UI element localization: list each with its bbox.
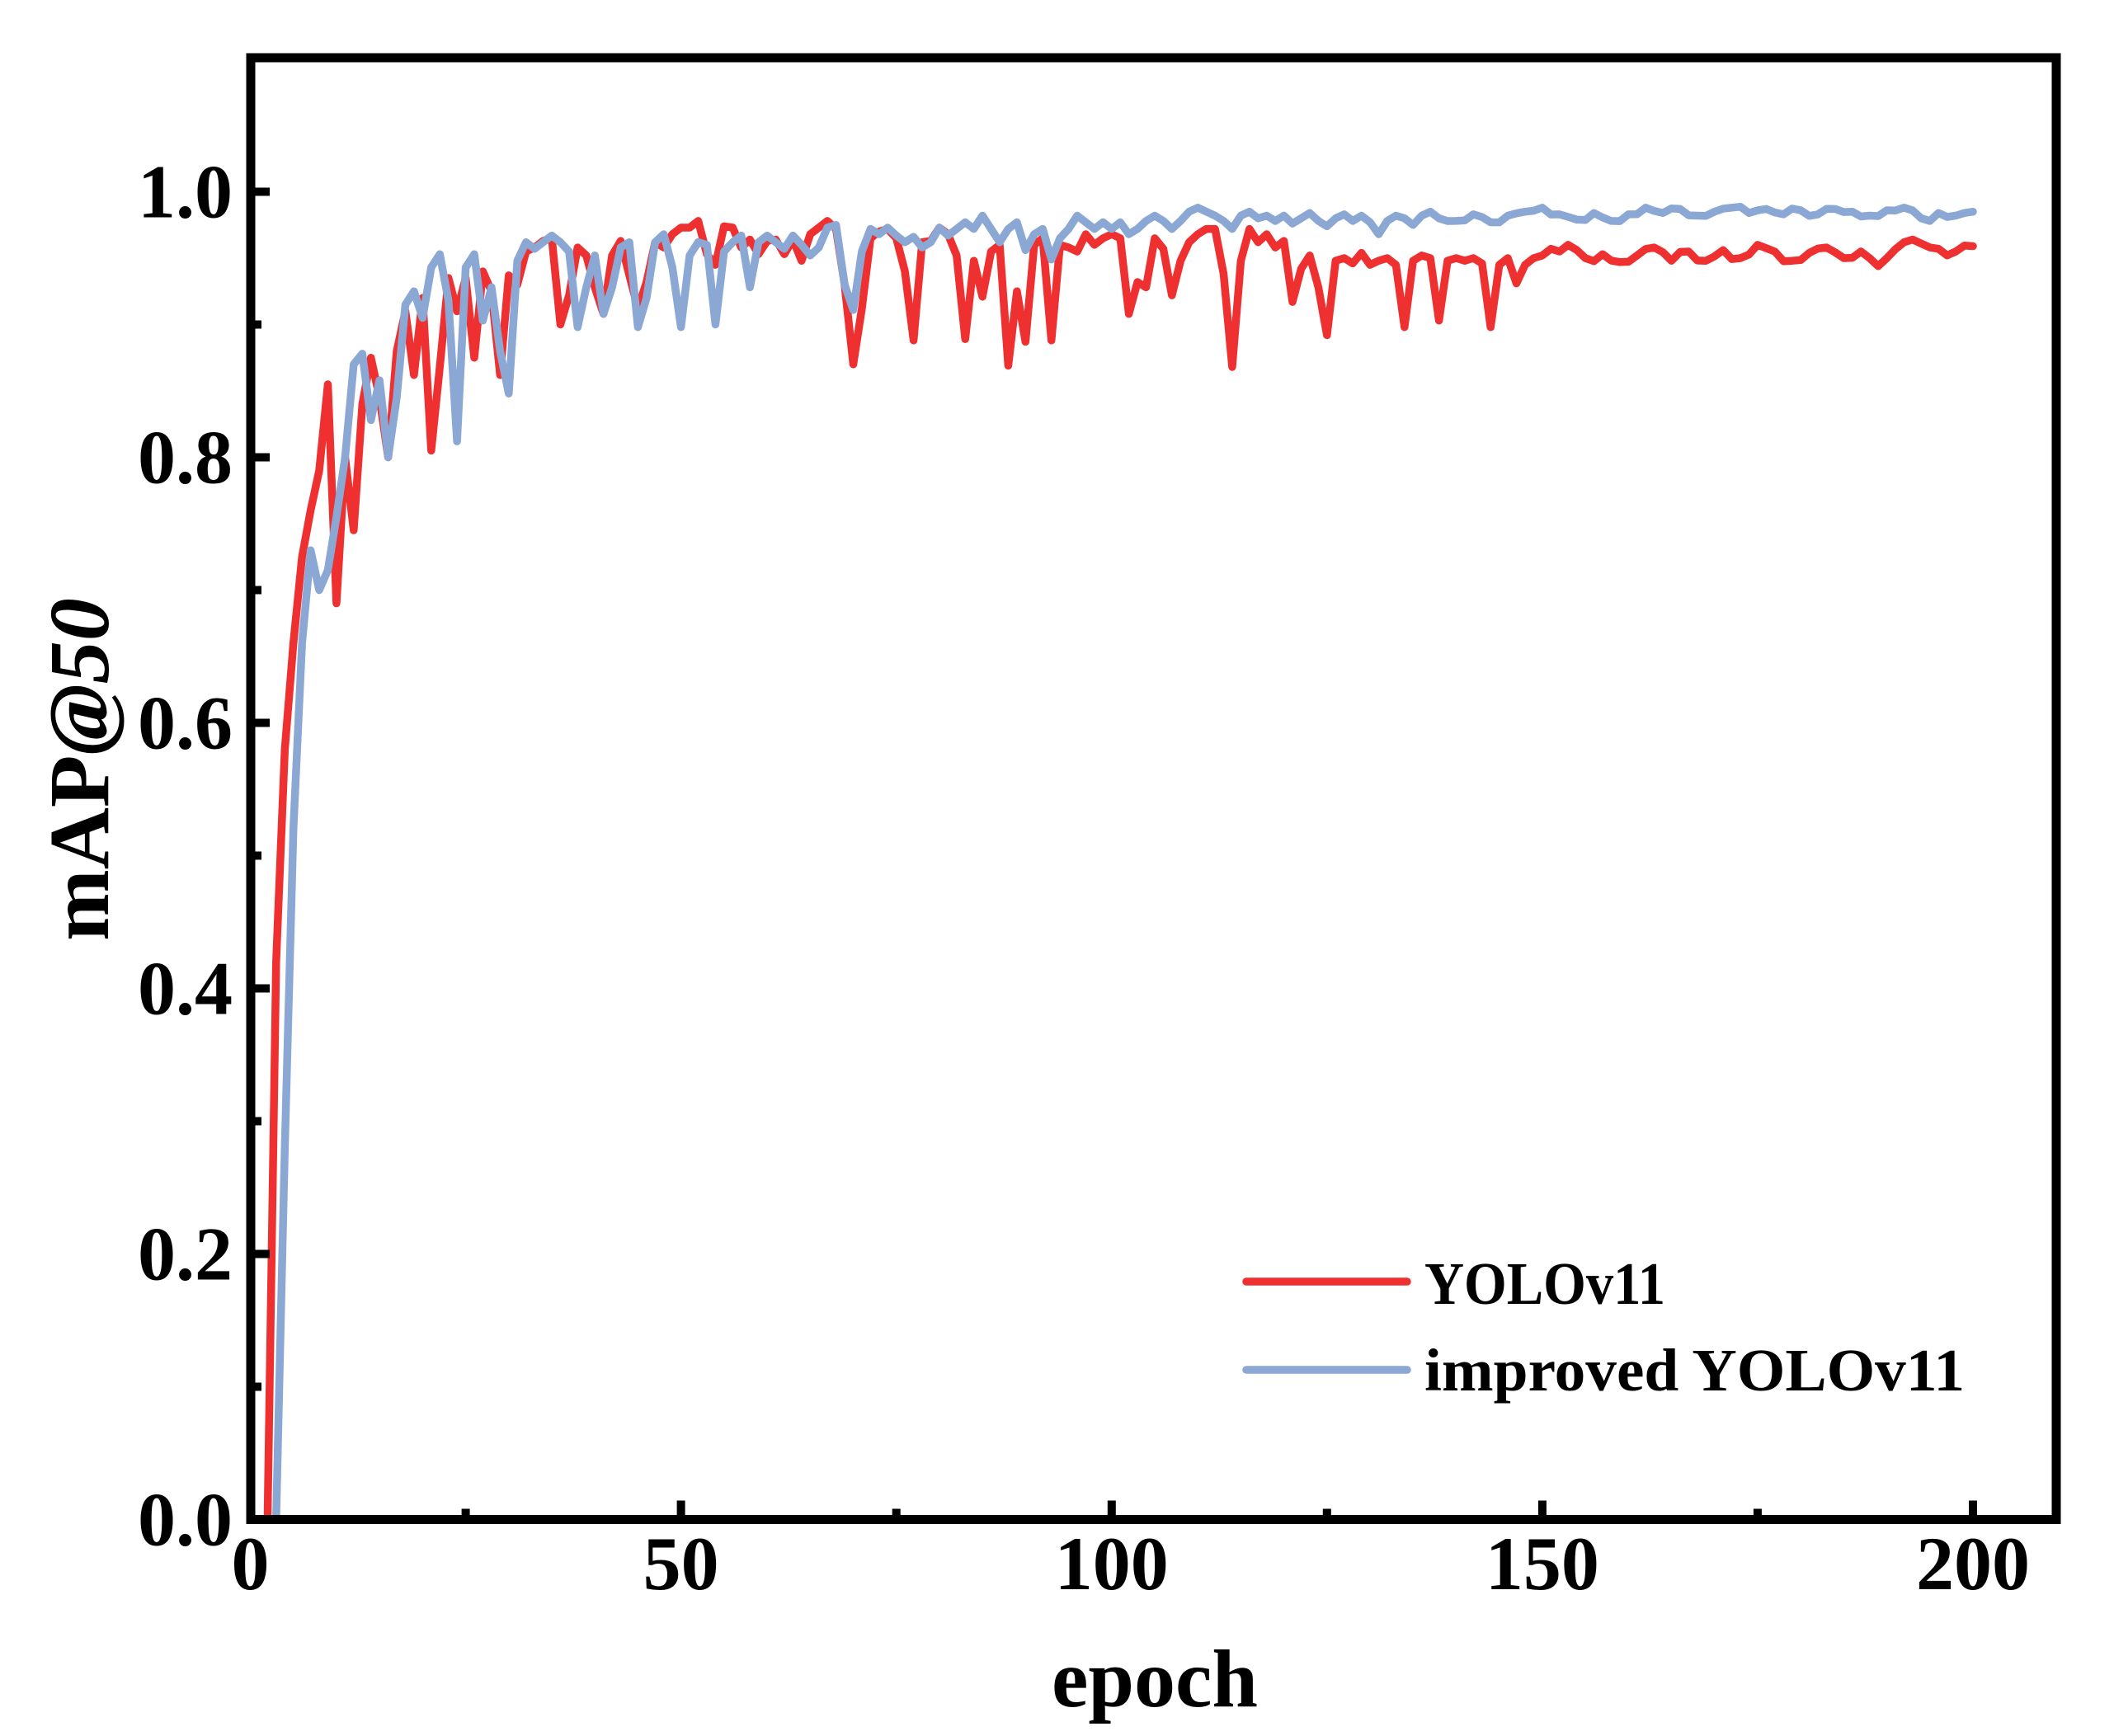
svg-text:150: 150 <box>1485 1522 1599 1606</box>
svg-text:0.4: 0.4 <box>138 947 233 1031</box>
svg-text:mAP@50: mAP@50 <box>32 598 127 941</box>
svg-text:0.8: 0.8 <box>138 416 233 500</box>
svg-text:50: 50 <box>643 1522 719 1606</box>
svg-text:0.0: 0.0 <box>138 1478 233 1562</box>
svg-text:0.6: 0.6 <box>138 681 233 765</box>
svg-text:200: 200 <box>1916 1522 2030 1606</box>
svg-text:improved YOLOv11: improved YOLOv11 <box>1424 1337 1965 1404</box>
svg-text:0: 0 <box>232 1522 270 1606</box>
svg-text:100: 100 <box>1055 1522 1169 1606</box>
svg-text:YOLOv11: YOLOv11 <box>1424 1250 1665 1317</box>
svg-text:epoch: epoch <box>1052 1633 1258 1724</box>
svg-text:0.2: 0.2 <box>138 1212 233 1296</box>
svg-text:1.0: 1.0 <box>138 150 233 234</box>
